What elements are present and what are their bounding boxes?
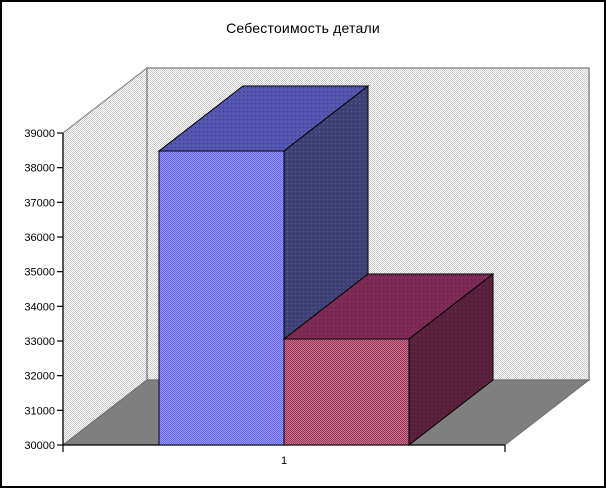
y-tick-label: 32000 bbox=[24, 371, 55, 383]
y-tick-label: 34000 bbox=[24, 301, 55, 313]
y-tick-label: 33000 bbox=[24, 336, 55, 348]
bar-series-1 bbox=[157, 84, 370, 447]
y-tick-label: 39000 bbox=[24, 128, 55, 140]
y-tick-label: 38000 bbox=[24, 163, 55, 175]
bar-series-2 bbox=[282, 272, 495, 447]
y-tick-label: 31000 bbox=[24, 405, 55, 417]
category-label: 1 bbox=[281, 455, 287, 467]
bar-series-1-front bbox=[158, 150, 285, 446]
y-tick-label: 37000 bbox=[24, 197, 55, 209]
y-tick-label: 30000 bbox=[24, 440, 55, 452]
y-tick-label: 36000 bbox=[24, 232, 55, 244]
bar-series-2-front bbox=[283, 338, 410, 446]
side-wall bbox=[62, 66, 148, 447]
chart-title: Себестоимость детали bbox=[226, 20, 380, 36]
y-tick-label: 35000 bbox=[24, 267, 55, 279]
